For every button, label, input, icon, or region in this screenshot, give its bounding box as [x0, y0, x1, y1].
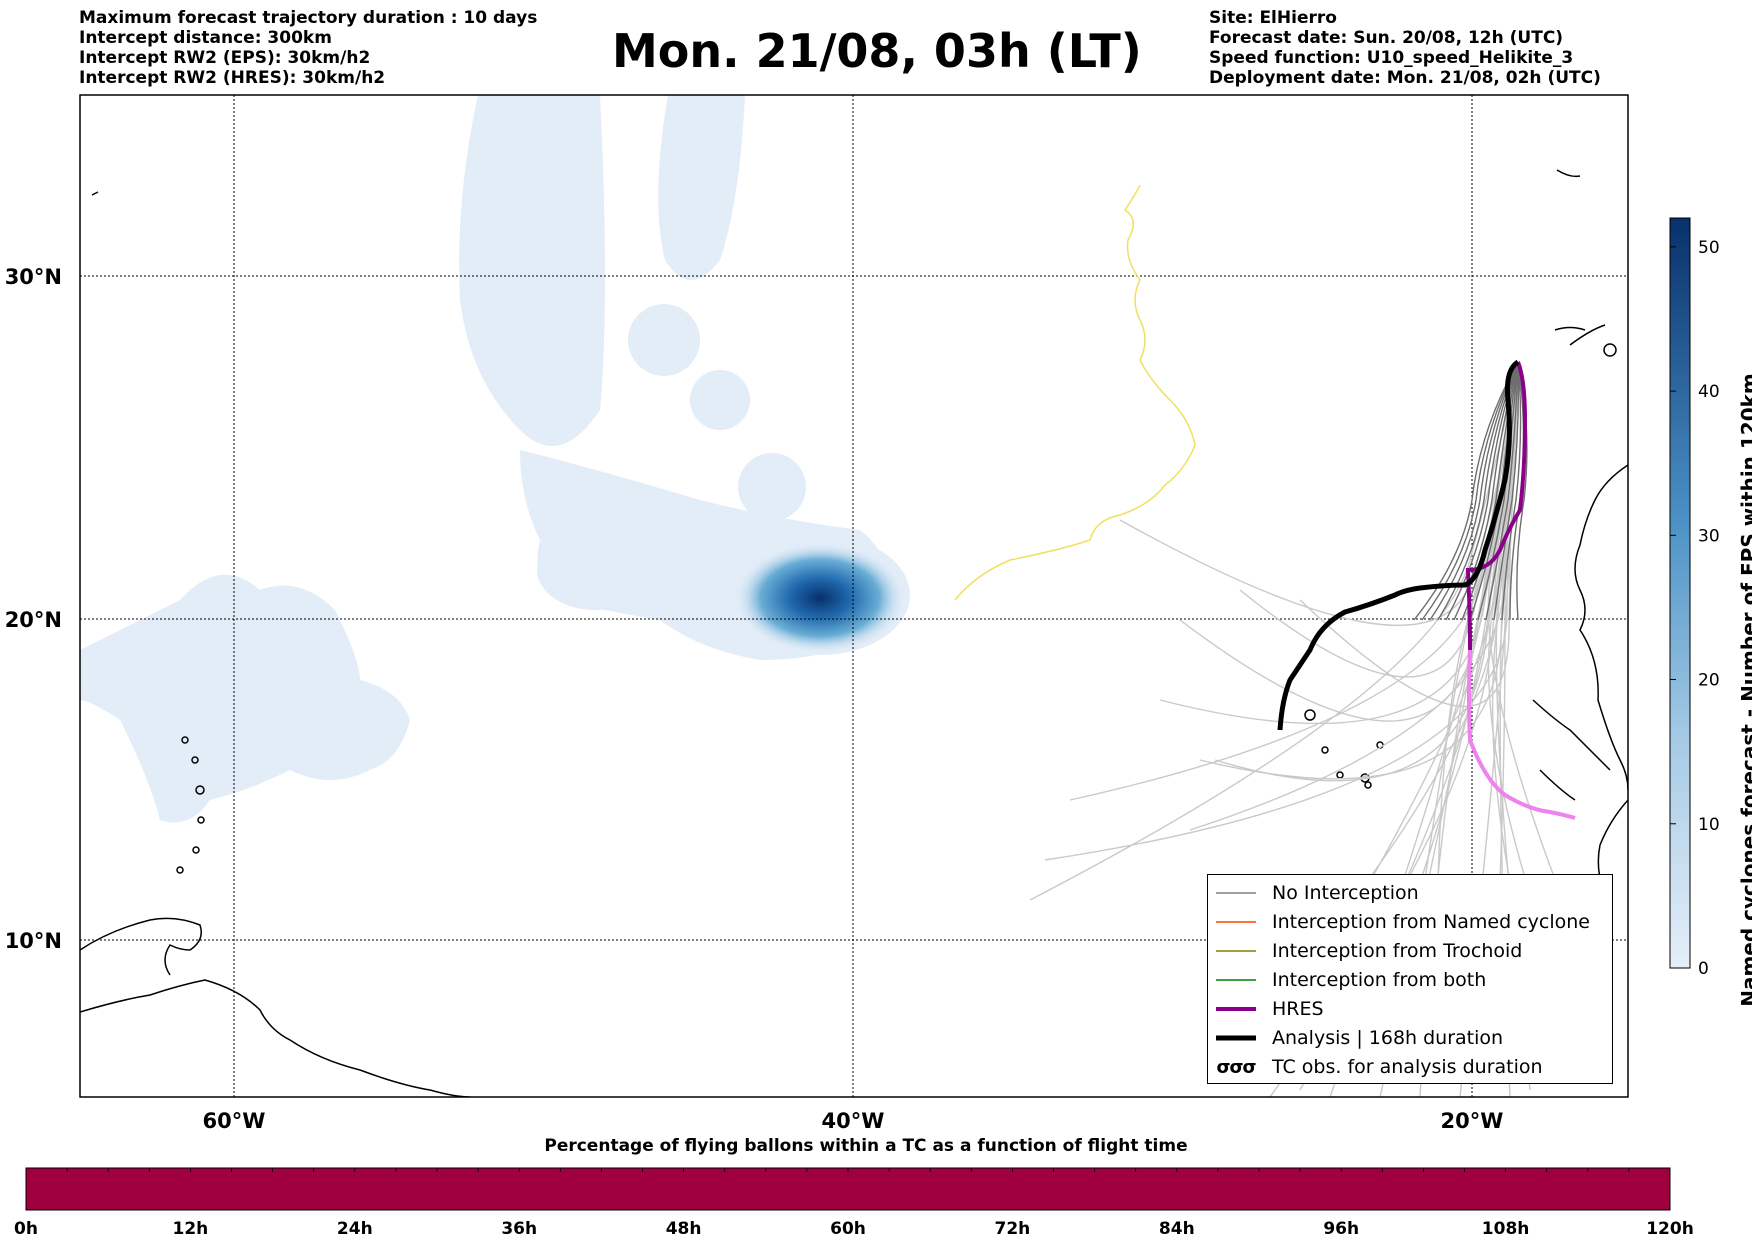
legend-label: No Interception — [1272, 882, 1419, 904]
trajectory-line — [1485, 361, 1519, 621]
legend-label: Interception from Named cyclone — [1272, 911, 1590, 933]
balloon-bar-tick-label: 84h — [1159, 1219, 1195, 1239]
balloon-bar-tick-label: 96h — [1323, 1219, 1359, 1239]
lon-label: 20°W — [1441, 1109, 1504, 1133]
legend-swatch-no-interception — [1214, 890, 1258, 896]
legend-swatch-analysis — [1214, 1034, 1258, 1042]
balloon-bar-tick-label: 60h — [830, 1219, 866, 1239]
header-deployment-date: Deployment date: Mon. 21/08, 02h (UTC) — [1209, 68, 1601, 88]
legend-label: TC obs. for analysis duration — [1272, 1056, 1543, 1078]
trajectory-line — [1477, 361, 1519, 621]
analysis-trajectory — [1277, 359, 1520, 731]
header-intercept-eps: Intercept RW2 (EPS): 30km/h2 — [79, 48, 371, 68]
trajectory-line — [1501, 361, 1522, 621]
colorbar — [1669, 217, 1691, 969]
balloon-bar-tick-label: 48h — [666, 1219, 702, 1239]
header-intercept-distance: Intercept distance: 300km — [79, 28, 332, 48]
trajectory-line — [1179, 361, 1519, 722]
header-left-info: Maximum forecast trajectory duration : 1… — [79, 8, 537, 88]
header-speed-function: Speed function: U10_speed_Helikite_3 — [1209, 48, 1574, 68]
hres-trajectory-late — [1467, 649, 1576, 820]
colorbar-ticks: 0 10 20 30 40 50 — [1670, 238, 1720, 979]
legend-item: No Interception — [1214, 879, 1419, 907]
legend-label: Interception from Trochoid — [1272, 940, 1523, 962]
legend-label: Analysis | 168h duration — [1272, 1027, 1504, 1049]
map-legend: No Interception Interception from Named … — [1207, 874, 1613, 1084]
header-right-info: Site: ElHierro Forecast date: Sun. 20/08… — [1209, 8, 1601, 88]
legend-label: HRES — [1272, 998, 1324, 1020]
trajectory-line — [1493, 361, 1520, 621]
balloon-bar-ticks: 0h 12h 24h 36h 48h 60h 72h 84h 96h 108h 120h — [14, 1168, 1694, 1239]
balloon-bar-tick-label: 108h — [1482, 1219, 1530, 1239]
balloon-bar-tick-label: 72h — [995, 1219, 1031, 1239]
legend-swatch-named-cyclone — [1214, 919, 1258, 925]
legend-item: Interception from both — [1214, 966, 1486, 994]
legend-item: Interception from Trochoid — [1214, 937, 1522, 965]
balloon-bar-tick-label: 12h — [173, 1219, 209, 1239]
trajectory-line — [1044, 361, 1519, 861]
legend-item: HRES — [1214, 995, 1324, 1023]
legend-swatch-trochoid — [1214, 948, 1258, 954]
colorbar-tick-label: 20 — [1698, 671, 1720, 691]
colorbar-title: Named cyclones forecast - Number of EPS … — [1737, 373, 1752, 1007]
yellow-trajectory — [954, 184, 1196, 601]
header-max-duration: Maximum forecast trajectory duration : 1… — [79, 8, 538, 28]
lon-label: 60°W — [203, 1109, 266, 1133]
lat-label: 20°N — [5, 608, 62, 632]
coastlines — [80, 169, 1628, 1097]
header-site: Site: ElHierro — [1209, 8, 1337, 28]
colorbar-tick-label: 10 — [1698, 815, 1720, 835]
legend-swatch-hres — [1214, 1005, 1258, 1013]
trajectory-line — [1429, 361, 1519, 621]
balloon-bar-tick-label: 36h — [501, 1219, 537, 1239]
trajectory-line — [1413, 361, 1519, 621]
trajectory-line — [1119, 361, 1519, 627]
lon-label: 40°W — [822, 1109, 885, 1133]
map-frame — [79, 94, 1629, 1098]
header-forecast-date: Forecast date: Sun. 20/08, 12h (UTC) — [1209, 28, 1564, 48]
lat-label: 30°N — [5, 265, 62, 289]
colorbar-tick-label: 30 — [1698, 526, 1720, 546]
colorbar-tick-label: 50 — [1698, 238, 1720, 258]
legend-label: Interception from both — [1272, 969, 1487, 991]
lat-label: 10°N — [5, 929, 62, 953]
balloon-bar-tick-label: 0h — [14, 1219, 38, 1239]
cyclone-symbol-icon: σσσ — [1216, 1056, 1256, 1078]
balloon-bar-title: Percentage of flying ballons within a TC… — [544, 1136, 1188, 1156]
legend-swatch-both — [1214, 977, 1258, 983]
balloon-bar-tick-label: 24h — [337, 1219, 373, 1239]
legend-item: Interception from Named cyclone — [1214, 908, 1590, 936]
legend-item: Analysis | 168h duration — [1214, 1024, 1503, 1052]
colorbar-tick-label: 0 — [1698, 959, 1709, 979]
legend-item: σσσ TC obs. for analysis duration — [1214, 1053, 1543, 1081]
cyclone-hotspot — [735, 543, 905, 653]
trajectory-line — [1421, 361, 1519, 621]
page-title: Mon. 21/08, 03h (LT) — [612, 24, 1142, 78]
balloon-bar-tick-label: 120h — [1646, 1219, 1694, 1239]
cyclone-probability-field — [80, 95, 910, 823]
balloon-percentage-bar — [25, 1167, 1671, 1211]
header-intercept-hres: Intercept RW2 (HRES): 30km/h2 — [79, 68, 386, 88]
colorbar-tick-label: 40 — [1698, 382, 1720, 402]
map-axis-labels: 30°N 20°N 10°N 60°W 40°W 20°W — [5, 265, 1504, 1133]
